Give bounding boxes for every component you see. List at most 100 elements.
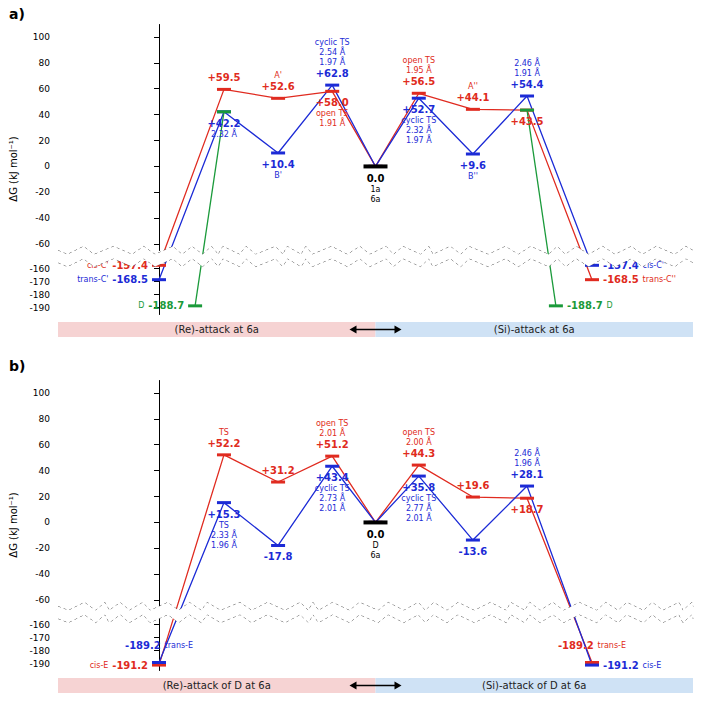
svg-text:-60: -60 bbox=[35, 595, 50, 605]
svg-text:D: D bbox=[372, 541, 378, 550]
svg-text:B': B' bbox=[274, 171, 282, 180]
svg-text:-17.8: -17.8 bbox=[264, 551, 293, 562]
svg-text:-188.7: -188.7 bbox=[148, 300, 184, 311]
svg-text:2.01 Å: 2.01 Å bbox=[406, 512, 432, 523]
svg-text:2.77 Å: 2.77 Å bbox=[406, 502, 432, 513]
svg-text:open TS: open TS bbox=[403, 56, 435, 65]
svg-text:2.32 Å: 2.32 Å bbox=[406, 124, 432, 135]
svg-text:+52.7: +52.7 bbox=[402, 104, 435, 115]
svg-text:+9.6: +9.6 bbox=[460, 160, 486, 171]
svg-text:+56.5: +56.5 bbox=[402, 76, 435, 87]
svg-text:ΔG (kJ mol⁻¹): ΔG (kJ mol⁻¹) bbox=[8, 492, 19, 558]
svg-text:2.73 Å: 2.73 Å bbox=[319, 492, 345, 503]
svg-text:+42.2: +42.2 bbox=[207, 118, 240, 129]
svg-text:-190: -190 bbox=[30, 303, 51, 313]
svg-text:TS: TS bbox=[218, 521, 229, 530]
svg-text:(Re)-attack of D at 6a: (Re)-attack of D at 6a bbox=[163, 680, 271, 691]
svg-text:+19.6: +19.6 bbox=[456, 480, 489, 491]
svg-text:60: 60 bbox=[39, 84, 51, 94]
svg-text:1.95 Å: 1.95 Å bbox=[406, 64, 432, 75]
svg-text:open TS: open TS bbox=[316, 109, 348, 118]
svg-text:2.54 Å: 2.54 Å bbox=[319, 46, 345, 57]
svg-text:+35.8: +35.8 bbox=[402, 482, 435, 493]
svg-text:(Si)-attack at 6a: (Si)-attack at 6a bbox=[494, 324, 575, 335]
svg-text:+58.0: +58.0 bbox=[316, 97, 349, 108]
svg-text:(Re)-attack at 6a: (Re)-attack at 6a bbox=[175, 324, 259, 335]
svg-text:D: D bbox=[138, 301, 144, 310]
svg-text:-180: -180 bbox=[30, 290, 51, 300]
svg-text:-160: -160 bbox=[30, 620, 51, 630]
svg-text:2.01 Å: 2.01 Å bbox=[319, 502, 345, 513]
svg-text:A': A' bbox=[274, 71, 282, 80]
svg-text:6a: 6a bbox=[371, 551, 381, 560]
svg-text:-170: -170 bbox=[30, 633, 51, 643]
svg-text:-188.7: -188.7 bbox=[567, 300, 603, 311]
svg-text:trans-E: trans-E bbox=[598, 641, 627, 650]
svg-text:80: 80 bbox=[39, 414, 51, 424]
svg-text:trans-E: trans-E bbox=[165, 641, 194, 650]
svg-text:cis-E: cis-E bbox=[643, 661, 662, 670]
svg-text:+54.4: +54.4 bbox=[511, 79, 544, 90]
svg-text:+44.1: +44.1 bbox=[456, 92, 489, 103]
svg-text:-13.6: -13.6 bbox=[459, 546, 488, 557]
svg-text:1.96 Å: 1.96 Å bbox=[211, 539, 237, 550]
svg-text:40: 40 bbox=[39, 110, 51, 120]
svg-text:0: 0 bbox=[44, 517, 50, 527]
svg-text:6a: 6a bbox=[371, 195, 381, 204]
svg-text:-168.5: -168.5 bbox=[603, 274, 639, 285]
svg-text:+44.3: +44.3 bbox=[402, 448, 435, 459]
svg-text:1.96 Å: 1.96 Å bbox=[514, 457, 540, 468]
svg-text:20: 20 bbox=[39, 136, 51, 146]
svg-text:D: D bbox=[606, 301, 612, 310]
svg-text:-191.2: -191.2 bbox=[603, 660, 639, 671]
svg-text:ΔG (kJ mol⁻¹): ΔG (kJ mol⁻¹) bbox=[8, 136, 19, 202]
svg-text:0.0: 0.0 bbox=[367, 173, 385, 184]
svg-text:(Si)-attack of D at 6a: (Si)-attack of D at 6a bbox=[482, 680, 587, 691]
svg-text:open TS: open TS bbox=[403, 428, 435, 437]
svg-text:+31.2: +31.2 bbox=[262, 465, 295, 476]
svg-text:-189.2: -189.2 bbox=[125, 640, 161, 651]
svg-text:0.0: 0.0 bbox=[367, 529, 385, 540]
svg-text:+59.5: +59.5 bbox=[207, 72, 240, 83]
svg-text:1.97 Å: 1.97 Å bbox=[319, 56, 345, 67]
svg-text:-60: -60 bbox=[35, 239, 50, 249]
svg-text:+15.3: +15.3 bbox=[207, 509, 240, 520]
svg-text:cyclic TS: cyclic TS bbox=[401, 494, 436, 503]
svg-text:-40: -40 bbox=[35, 569, 50, 579]
svg-text:40: 40 bbox=[39, 466, 51, 476]
svg-text:2.32 Å: 2.32 Å bbox=[211, 128, 237, 139]
svg-text:100: 100 bbox=[33, 388, 50, 398]
svg-text:+51.2: +51.2 bbox=[316, 439, 349, 450]
svg-text:+43.5: +43.5 bbox=[511, 116, 544, 127]
svg-text:+18.7: +18.7 bbox=[511, 504, 544, 515]
svg-text:-20: -20 bbox=[35, 187, 50, 197]
svg-text:1.91 Å: 1.91 Å bbox=[319, 117, 345, 128]
svg-text:80: 80 bbox=[39, 58, 51, 68]
svg-text:-189.2: -189.2 bbox=[558, 640, 594, 651]
svg-text:TS: TS bbox=[218, 428, 229, 437]
svg-text:60: 60 bbox=[39, 440, 51, 450]
svg-text:2.33 Å: 2.33 Å bbox=[211, 529, 237, 540]
svg-text:trans-C'': trans-C'' bbox=[643, 275, 676, 284]
svg-text:+62.8: +62.8 bbox=[316, 68, 349, 79]
svg-text:open TS: open TS bbox=[316, 419, 348, 428]
svg-text:-170: -170 bbox=[30, 277, 51, 287]
svg-text:-191.2: -191.2 bbox=[112, 660, 148, 671]
svg-text:A'': A'' bbox=[468, 82, 478, 91]
svg-text:+43.4: +43.4 bbox=[316, 472, 349, 483]
svg-text:cyclic TS: cyclic TS bbox=[315, 38, 350, 47]
svg-text:cyclic TS: cyclic TS bbox=[401, 116, 436, 125]
svg-text:0: 0 bbox=[44, 161, 50, 171]
svg-text:cyclic TS: cyclic TS bbox=[315, 484, 350, 493]
svg-text:B'': B'' bbox=[468, 172, 478, 181]
svg-text:1a: 1a bbox=[371, 185, 381, 194]
svg-text:100: 100 bbox=[33, 32, 50, 42]
svg-text:trans-C': trans-C' bbox=[77, 275, 108, 284]
svg-text:-20: -20 bbox=[35, 543, 50, 553]
svg-text:+52.2: +52.2 bbox=[207, 438, 240, 449]
svg-text:b): b) bbox=[9, 358, 25, 374]
svg-text:2.46 Å: 2.46 Å bbox=[514, 447, 540, 458]
svg-text:+28.1: +28.1 bbox=[511, 469, 544, 480]
svg-text:-160: -160 bbox=[30, 264, 51, 274]
svg-text:1.91 Å: 1.91 Å bbox=[514, 67, 540, 78]
